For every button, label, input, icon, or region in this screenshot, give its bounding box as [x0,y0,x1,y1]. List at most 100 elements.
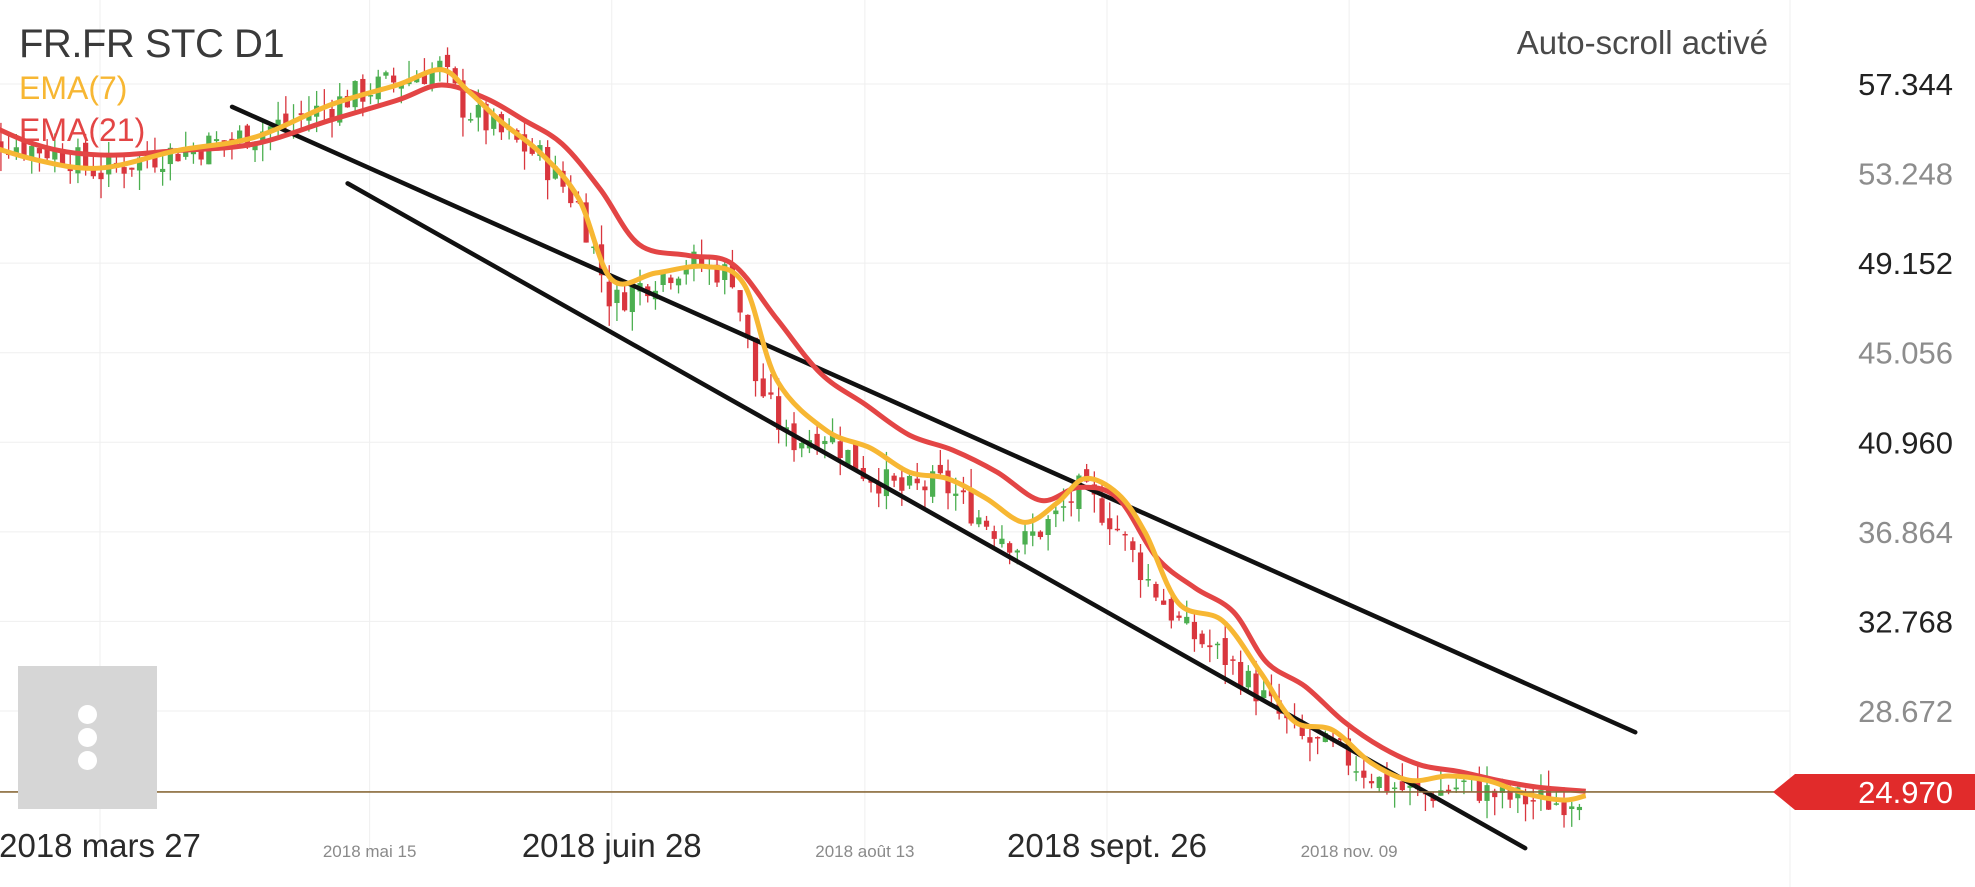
candle-body [1407,785,1413,788]
candle-body [1045,518,1051,535]
candle-body [691,251,697,267]
candle-body [722,264,728,281]
date-tick-label: 2018 juin 28 [522,827,702,864]
candle-body [59,152,66,165]
candle-body [129,167,135,170]
candle-body [1353,771,1359,773]
candle-body [1538,790,1544,796]
candle-body [1130,541,1136,550]
candle-body [1530,800,1536,802]
candle-body [1238,661,1244,689]
legend-ema-21: EMA(21) [19,112,146,148]
candle-body [1007,543,1013,553]
candle-body [221,140,227,142]
candle-body [660,272,666,286]
candle-body [1315,737,1321,739]
candle-body [683,268,689,275]
candle-body [930,471,936,497]
candle-body [429,69,435,87]
candle-body [444,54,451,68]
candle-body [167,147,173,165]
candle-body [1191,621,1198,640]
candle-body [1184,616,1190,624]
candle-body [668,277,674,284]
candle-body [814,433,820,450]
candle-body [1438,790,1444,796]
current-price-value: 24.970 [1858,775,1953,810]
candle-body [1345,738,1352,766]
candle-body [983,520,990,527]
candle-body [629,286,635,313]
candle-body [1161,600,1167,605]
autoscroll-status[interactable]: Auto-scroll activé [1516,24,1768,61]
price-tick-label: 49.152 [1858,246,1953,281]
candle-body [999,538,1005,545]
candle-body [899,477,905,491]
candle-body [437,60,443,70]
candle-body [237,130,243,140]
candle-body [29,146,35,159]
candle-body [475,105,481,118]
candle-body [1099,498,1105,523]
candle-body [244,125,250,148]
candle-body [521,134,528,152]
date-axis[interactable]: 2018 mars 27 2018 mai 15 2018 juin 28 2018 … [0,827,1398,864]
candle-body [44,148,50,159]
current-price-marker: 24.970 [0,773,1975,810]
candle-body [360,78,366,102]
trendline-1[interactable] [229,104,1638,735]
candle-body [121,167,127,174]
candle-body [1145,579,1151,581]
more-vertical-icon [78,728,97,747]
trendlines[interactable] [229,104,1638,851]
candle-body [937,464,943,474]
candle-body [1507,789,1513,800]
candle-body [1361,770,1367,778]
candle-body [606,281,612,307]
candle-body [1299,723,1305,736]
candle-body [21,140,27,157]
candle-body [529,146,535,154]
candle-body [1199,633,1205,645]
candle-body [1307,737,1313,743]
candle-body [298,113,304,116]
candle-body [714,264,720,283]
candle-body [968,488,974,524]
candle-body [152,155,158,168]
candle-body [1153,583,1159,598]
candle-body [1561,802,1567,816]
candle-body [976,517,982,525]
candle-body [1553,803,1559,805]
more-vertical-icon [78,751,97,770]
date-tick-label: 2018 mai 15 [323,842,417,861]
price-tick-label: 36.864 [1858,515,1953,550]
candle-body [460,80,466,118]
candle-body [1014,550,1020,553]
trendline-2[interactable] [345,181,1528,851]
candle-body [876,481,882,494]
candle-body [260,131,266,144]
price-tick-label: 28.672 [1858,694,1953,729]
candle-body [391,75,397,83]
candle-body [845,449,851,465]
date-tick-label: 2018 mars 27 [0,827,201,864]
price-axis[interactable]: 57.344 53.248 49.152 45.056 40.960 36.864 32.7… [1858,67,1953,729]
candle-body [829,434,836,443]
chart-symbol-title: FR.FR STC D1 [19,22,285,66]
candle-body [745,314,751,339]
more-vertical-icon [78,705,97,724]
candle-body [1137,552,1144,581]
candle-body [1053,510,1059,515]
candle-body [1037,531,1044,538]
candle-body [421,74,428,84]
date-tick-label: 2018 sept. 26 [1007,827,1207,864]
candle-body [1492,790,1498,798]
candle-body [1030,531,1036,536]
price-tick-label: 45.056 [1858,336,1953,371]
date-tick-label: 2018 nov. 09 [1301,842,1398,861]
chart-menu-button[interactable] [18,666,157,809]
candle-body [198,149,204,160]
price-tick-label: 32.768 [1858,604,1953,639]
date-tick-label: 2018 août 13 [815,842,914,861]
